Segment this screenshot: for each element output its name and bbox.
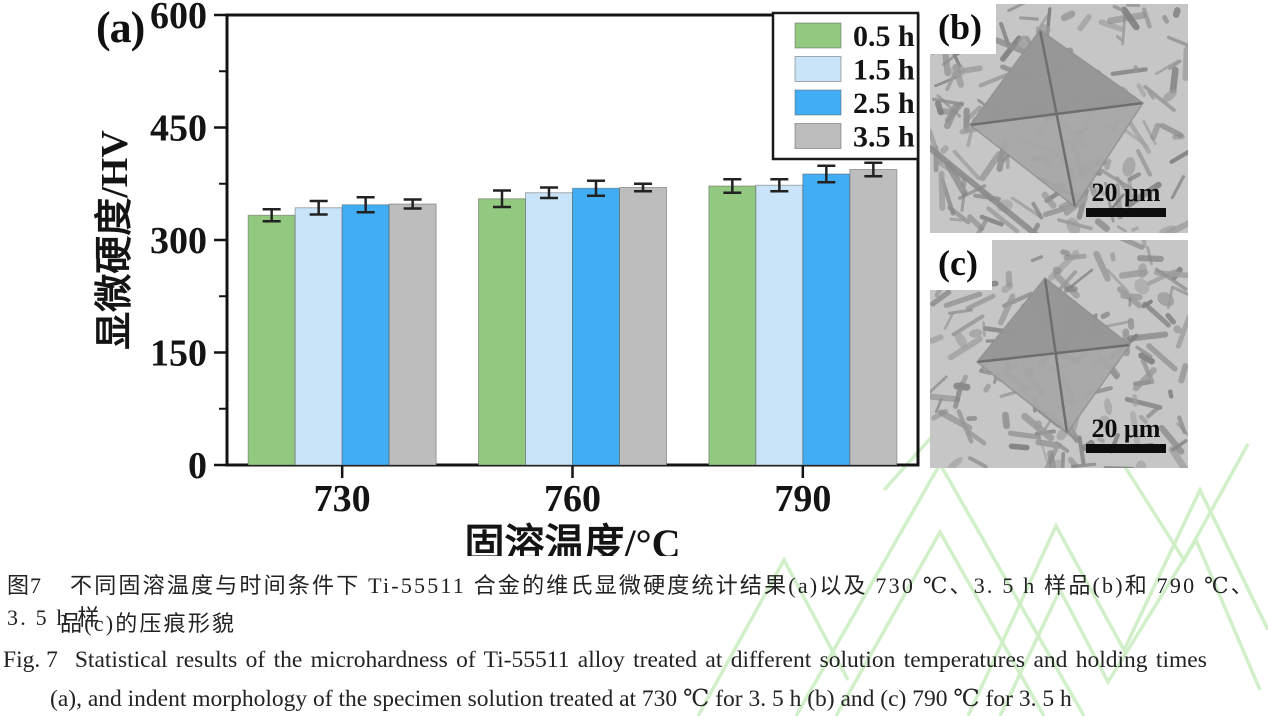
error-bar: [634, 182, 652, 193]
x-tick-label: 760: [544, 478, 601, 520]
microhardness-bar-chart: 0 150 300 450 600 显微硬度/HV 730 760 790 固溶温度/°C 0.5 …: [94, 0, 920, 566]
panel-a-label: (a): [96, 3, 145, 52]
error-bar: [770, 178, 789, 193]
bar-760-0.5h: [478, 198, 526, 466]
caption-english-line2: (a), and indent morphology of the specim…: [50, 686, 1072, 712]
error-bar: [262, 208, 281, 223]
caption-zh-text: 不同固溶温度与时间条件下 Ti-55511 合金的维氏显微硬度统计结果(a)以及…: [7, 573, 1255, 630]
panel-a-chart: 0 150 300 450 600 显微硬度/HV 730 760 790 固溶温度/°C 0.5 …: [85, 0, 935, 566]
sem-image-c: (c) 20 μm: [930, 240, 1188, 468]
sem-micrograph-c: [930, 240, 1188, 468]
error-bar: [403, 198, 422, 210]
scale-bar-line: [1086, 444, 1166, 453]
y-tick-label: 450: [150, 108, 207, 150]
legend-swatch: [794, 123, 842, 149]
error-bar: [723, 178, 742, 194]
bar-730-3.5h: [388, 203, 437, 466]
caption-en-figure-number: Fig. 7: [3, 647, 58, 673]
y-tick-label: 150: [150, 333, 207, 375]
error-bar: [864, 161, 883, 178]
watermark-line: [1106, 439, 1250, 564]
watermark-line: [834, 528, 1046, 716]
bar-760-1.5h: [525, 192, 573, 466]
legend-swatch: [794, 56, 842, 82]
legend-label: 3.5 h: [853, 121, 915, 154]
scale-bar-line: [1086, 208, 1166, 217]
error-bar: [817, 164, 836, 184]
sem-image-b: (b) 20 μm: [930, 4, 1188, 233]
watermark-line: [966, 485, 1268, 716]
vickers-indent: [968, 28, 1145, 209]
bar-790-2.5h: [802, 173, 851, 466]
bar-760-2.5h: [572, 187, 620, 466]
error-bar: [540, 186, 558, 200]
legend-label: 2.5 h: [853, 87, 915, 120]
caption-zh-figure-number: 图7: [7, 573, 43, 598]
legend-item-3.5h: 3.5 h: [794, 121, 915, 154]
x-tick-label: 790: [774, 478, 831, 520]
scale-bar-text: 20 μm: [1091, 414, 1161, 443]
scale-bar-c: 20 μm: [1086, 416, 1166, 453]
x-tick-label: 730: [314, 478, 371, 520]
panel-b-label: (b): [930, 4, 996, 54]
error-bar: [356, 196, 375, 214]
legend-swatch: [794, 22, 842, 49]
y-tick-label: 0: [188, 445, 207, 487]
bar-730-0.5h: [247, 214, 296, 466]
caption-english-line1: Fig. 7 Statistical results of the microha…: [3, 647, 1265, 674]
legend-label: 0.5 h: [853, 20, 915, 53]
caption-chinese-line2: 品(c)的压痕形貌: [60, 611, 237, 636]
crack-line: [930, 144, 1039, 233]
bar-790-3.5h: [849, 169, 898, 466]
error-bar: [587, 179, 605, 197]
legend-label: 1.5 h: [853, 54, 915, 87]
legend-swatch: [794, 89, 842, 116]
caption-en-text: Statistical results of the microhardness…: [74, 647, 1207, 673]
x-axis-title: 固溶温度/°C: [465, 521, 681, 556]
watermark-line: [882, 430, 940, 492]
legend-item-1.5h: 1.5 h: [794, 54, 915, 87]
y-tick-label: 600: [150, 0, 207, 37]
watermark-line: [696, 556, 850, 716]
y-tick-label: 300: [150, 220, 207, 262]
watermark-line: [998, 536, 1262, 716]
vickers-indent: [975, 276, 1132, 435]
bar-730-1.5h: [294, 207, 343, 466]
legend-item-0.5h: 0.5 h: [794, 20, 915, 53]
y-axis-title: 显微硬度/HV: [94, 130, 136, 350]
scale-bar-b: 20 μm: [1086, 180, 1166, 217]
sem-micrograph-b: [930, 4, 1188, 233]
error-bar: [309, 199, 328, 216]
bar-790-0.5h: [708, 185, 757, 466]
caption-chinese-line1: 图7 不同固溶温度与时间条件下 Ti-55511 合金的维氏显微硬度统计结果(a)…: [7, 568, 1263, 632]
watermark-pattern: [696, 430, 1268, 716]
bar-790-1.5h: [755, 184, 804, 466]
panel-c-label: (c): [930, 240, 992, 290]
scale-bar-text: 20 μm: [1091, 178, 1161, 207]
bar-760-3.5h: [619, 187, 667, 466]
error-bar: [493, 189, 511, 209]
bar-730-2.5h: [341, 204, 390, 466]
legend-item-2.5h: 2.5 h: [794, 87, 915, 120]
